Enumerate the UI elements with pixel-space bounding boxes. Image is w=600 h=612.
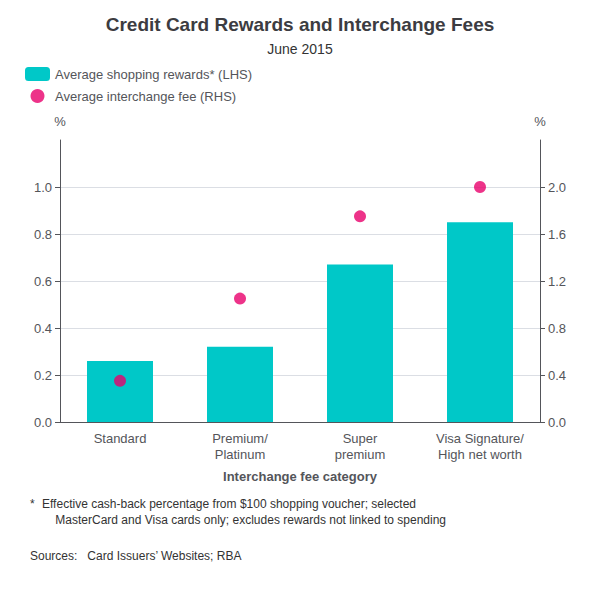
svg-text:Sources: Card Issuers’ Websi: Sources: Card Issuers’ Websites; RBA <box>30 549 241 563</box>
svg-text:High net worth: High net worth <box>438 447 522 462</box>
svg-text:Average shopping rewards* (LHS: Average shopping rewards* (LHS) <box>55 67 252 82</box>
svg-text:Interchange fee category: Interchange fee category <box>223 469 378 484</box>
svg-text:0.0: 0.0 <box>548 415 566 430</box>
svg-text:%: % <box>54 114 66 129</box>
svg-text:0.4: 0.4 <box>34 321 52 336</box>
svg-text:%: % <box>534 114 546 129</box>
svg-text:premium: premium <box>335 447 386 462</box>
svg-text:0.4: 0.4 <box>548 368 566 383</box>
svg-text:0.0: 0.0 <box>34 415 52 430</box>
svg-text:Visa Signature/: Visa Signature/ <box>436 431 524 446</box>
svg-text:0.6: 0.6 <box>34 274 52 289</box>
svg-text:Standard: Standard <box>94 431 147 446</box>
svg-text:*: * <box>30 497 35 511</box>
svg-text:1.2: 1.2 <box>548 274 566 289</box>
svg-text:Premium/: Premium/ <box>212 431 268 446</box>
svg-text:2.0: 2.0 <box>548 180 566 195</box>
svg-text:0.8: 0.8 <box>34 227 52 242</box>
svg-text:Platinum: Platinum <box>215 447 266 462</box>
svg-text:Effective cash-back percentage: Effective cash-back percentage from $100… <box>42 497 416 511</box>
svg-text:0.2: 0.2 <box>34 368 52 383</box>
svg-text:1.0: 1.0 <box>34 180 52 195</box>
svg-text:Credit Card Rewards and Interc: Credit Card Rewards and Interchange Fees <box>106 14 495 35</box>
svg-text:MasterCard and Visa cards only: MasterCard and Visa cards only; excludes… <box>42 513 446 527</box>
svg-text:Average interchange fee (RHS): Average interchange fee (RHS) <box>55 89 236 104</box>
svg-text:1.6: 1.6 <box>548 227 566 242</box>
svg-text:Super: Super <box>343 431 378 446</box>
svg-text:June 2015: June 2015 <box>267 41 333 57</box>
svg-text:0.8: 0.8 <box>548 321 566 336</box>
